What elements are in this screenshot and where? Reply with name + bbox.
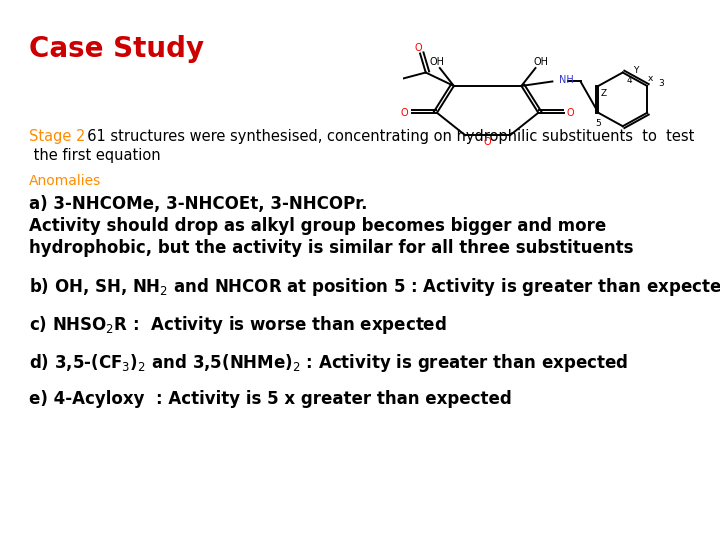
- Text: Activity should drop as alkyl group becomes bigger and more: Activity should drop as alkyl group beco…: [29, 217, 606, 235]
- Text: d) 3,5-(CF$_3$)$_2$ and 3,5(NHMe)$_2$ : Activity is greater than expected: d) 3,5-(CF$_3$)$_2$ and 3,5(NHMe)$_2$ : …: [29, 352, 628, 374]
- Text: O: O: [401, 108, 408, 118]
- Text: e) 4-Acyloxy  : Activity is 5 x greater than expected: e) 4-Acyloxy : Activity is 5 x greater t…: [29, 390, 511, 408]
- Text: Z: Z: [601, 89, 607, 98]
- Text: 5: 5: [595, 119, 601, 129]
- Text: 3: 3: [658, 79, 664, 88]
- Text: O: O: [567, 108, 575, 118]
- Text: hydrophobic, but the activity is similar for all three substituents: hydrophobic, but the activity is similar…: [29, 239, 634, 256]
- Text: x: x: [647, 73, 652, 83]
- Text: Anomalies: Anomalies: [29, 174, 101, 188]
- Text: c) NHSO$_2$R :  Activity is worse than expected: c) NHSO$_2$R : Activity is worse than ex…: [29, 314, 446, 336]
- Text: Y: Y: [633, 66, 638, 75]
- Text: 4: 4: [627, 76, 633, 85]
- Text: OH: OH: [429, 57, 444, 68]
- Text: Case Study: Case Study: [29, 35, 204, 63]
- Text: OH: OH: [534, 57, 549, 68]
- Text: b) OH, SH, NH$_2$ and NHCOR at position 5 : Activity is greater than expected: b) OH, SH, NH$_2$ and NHCOR at position …: [29, 276, 720, 299]
- Text: NH: NH: [559, 76, 574, 85]
- Text: the first equation: the first equation: [29, 148, 161, 163]
- Text: 61 structures were synthesised, concentrating on hydrophilic substituents  to  t: 61 structures were synthesised, concentr…: [78, 129, 694, 144]
- Text: O: O: [415, 43, 423, 53]
- Text: Stage 2: Stage 2: [29, 129, 85, 144]
- Text: O: O: [484, 137, 492, 147]
- Text: a) 3-NHCOMe, 3-NHCOEt, 3-NHCOPr.: a) 3-NHCOMe, 3-NHCOEt, 3-NHCOPr.: [29, 195, 367, 213]
